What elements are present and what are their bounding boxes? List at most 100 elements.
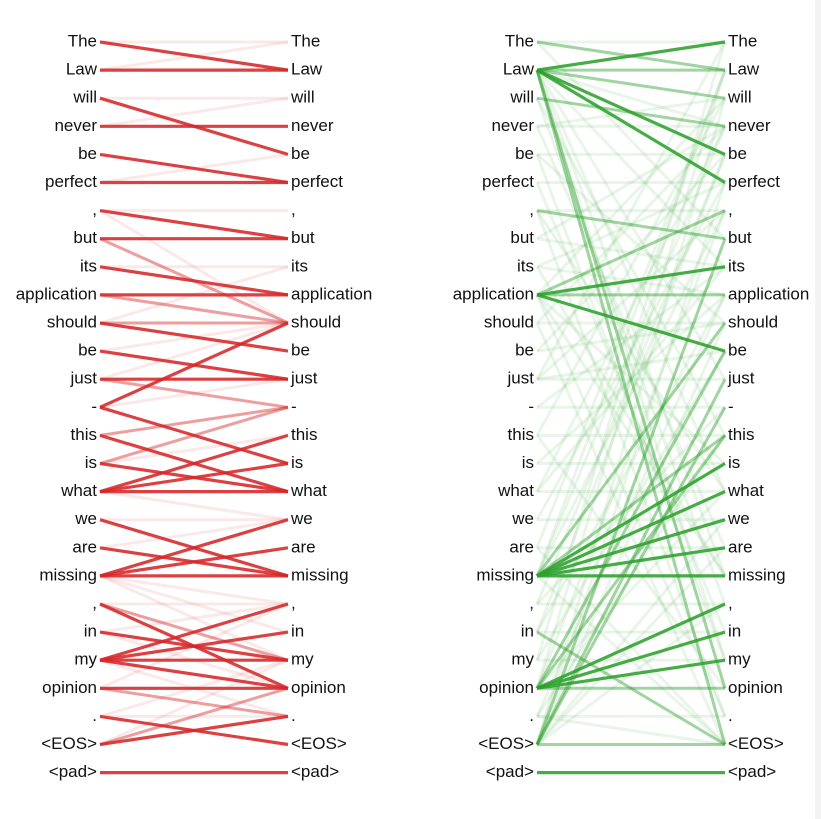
source-token-label: ,	[529, 200, 534, 219]
green-link-strong-19-17	[536, 518, 726, 578]
green-link-medium-6-7	[536, 209, 726, 241]
red-link-faint-19-21	[99, 574, 289, 634]
target-token-label: be	[291, 341, 310, 360]
target-token-label: its	[728, 256, 745, 275]
green-link-faint-25-17	[535, 518, 727, 746]
source-token-label: Law	[66, 60, 98, 79]
source-token-label: is	[85, 453, 97, 472]
source-token-label: are	[509, 537, 534, 556]
source-token-label: opinion	[42, 678, 97, 697]
target-token-label: The	[291, 31, 320, 50]
source-token-label: missing	[39, 565, 97, 584]
red-source-token-labels: The Law will never be perfect, but its applicati…	[16, 31, 98, 781]
green-link-faint-22-11	[535, 350, 727, 661]
red-link-strong-8-9	[99, 265, 289, 297]
source-token-label: its	[80, 256, 97, 275]
source-token-label: perfect	[45, 172, 97, 191]
target-token-label: <EOS>	[728, 734, 784, 753]
green-link-faint-3-18	[535, 125, 727, 549]
source-token-label: <pad>	[49, 762, 97, 781]
green-link-faint-1-12	[535, 69, 727, 380]
green-link-medium-1-2	[536, 68, 726, 100]
source-token-label: perfect	[482, 172, 534, 191]
target-token-label: should	[728, 312, 778, 331]
red-link-medium-23-24	[99, 686, 289, 718]
green-source-token-labels: The Law will never be perfect, but its applicati…	[453, 31, 535, 781]
source-token-label: <pad>	[486, 762, 534, 781]
red-link-medium-12-13	[99, 377, 289, 409]
red-link-faint-13-12	[99, 377, 289, 409]
target-token-label: missing	[728, 565, 786, 584]
red-link-strong-6-7	[99, 209, 289, 241]
target-token-label: .	[728, 706, 733, 725]
green-link-strong-1-0	[536, 40, 726, 72]
green-link-faint-1-22	[535, 69, 727, 661]
red-link-strong-0-1	[99, 40, 289, 72]
target-token-label: but	[291, 228, 315, 247]
source-token-label: The	[505, 31, 534, 50]
red-link-faint-19-22	[99, 574, 289, 662]
target-token-label: this	[728, 425, 754, 444]
green-link-strong-23-20	[536, 602, 726, 690]
source-token-label: never	[491, 116, 534, 135]
source-token-label: but	[73, 228, 97, 247]
source-token-label: application	[16, 284, 97, 303]
target-token-label: what	[727, 481, 764, 500]
green-link-strong-19-15	[536, 462, 726, 578]
source-token-label: just	[507, 369, 535, 388]
target-token-label: will	[727, 88, 752, 107]
green-link-strong-9-8	[536, 265, 726, 297]
attention-panel-red: The Law will never be perfect, but its applicati…	[16, 31, 373, 781]
source-token-label: missing	[476, 565, 534, 584]
source-token-label: .	[92, 706, 97, 725]
target-token-label: is	[291, 453, 303, 472]
target-token-label: ,	[291, 593, 296, 612]
red-link-strong-16-15	[99, 461, 289, 494]
green-link-medium-1-23	[535, 69, 727, 689]
target-token-label: we	[727, 509, 750, 528]
scrollbar-track[interactable]	[815, 0, 821, 819]
green-link-strong-23-22	[536, 658, 726, 690]
green-link-faint-13-8	[536, 265, 726, 409]
green-link-faint-8-5	[536, 181, 726, 269]
green-link-faint-20-4	[535, 153, 727, 605]
source-token-label: -	[528, 397, 534, 416]
target-token-label: is	[728, 453, 740, 472]
red-link-strong-22-23	[99, 658, 289, 690]
target-token-label: -	[728, 397, 734, 416]
target-token-label: its	[291, 256, 308, 275]
green-link-faint-24-25	[536, 714, 726, 746]
source-token-label: what	[497, 481, 534, 500]
red-link-faint-19-20	[99, 574, 289, 606]
green-link-faint-0-7	[535, 40, 727, 240]
green-link-medium-19-14	[536, 434, 726, 578]
green-link-faint-24-9	[535, 294, 727, 718]
green-link-strong-9-11	[536, 293, 726, 353]
target-token-label: application	[728, 284, 809, 303]
green-link-faint-2-14	[535, 97, 727, 437]
green-link-faint-15-9	[535, 293, 727, 465]
green-link-faint-23-6	[535, 210, 727, 689]
target-token-label: <pad>	[728, 762, 776, 781]
source-token-label: should	[47, 312, 97, 331]
source-token-label: this	[508, 425, 534, 444]
red-link-strong-10-11	[99, 321, 289, 353]
green-link-faint-5-21	[535, 181, 727, 633]
green-attention-links	[535, 40, 727, 775]
green-link-faint-23-16	[535, 490, 727, 690]
red-link-strong-13-15	[99, 405, 289, 466]
green-link-faint-25-2	[535, 97, 727, 745]
source-token-label: are	[72, 537, 97, 556]
green-link-faint-12-0	[535, 41, 727, 380]
green-target-token-labels: The Law will never be perfect, but its applicati…	[727, 31, 809, 781]
source-token-label: my	[74, 650, 97, 669]
red-link-strong-25-24	[99, 714, 289, 747]
target-token-label: opinion	[291, 678, 346, 697]
target-token-label: -	[291, 397, 297, 416]
source-token-label: <EOS>	[478, 734, 534, 753]
green-link-faint-7-8	[536, 237, 726, 269]
green-link-faint-12-11	[536, 349, 726, 381]
green-link-faint-19-3	[535, 125, 727, 577]
green-link-strong-23-21	[536, 630, 726, 690]
